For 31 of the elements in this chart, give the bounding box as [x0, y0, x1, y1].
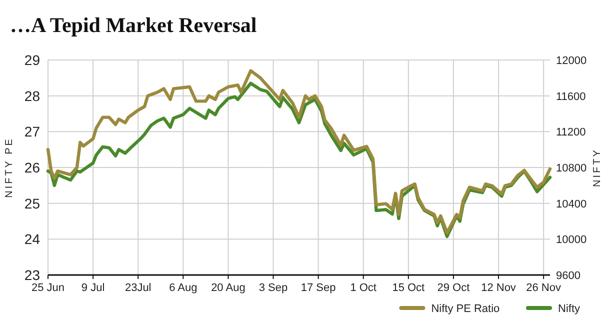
y-axis-title: NIFTY PE: [4, 137, 15, 198]
y-tick-label: 24: [24, 231, 40, 248]
legend-label: Nifty PE Ratio: [431, 303, 500, 315]
y2-tick-label: 12000: [556, 55, 587, 67]
legend-label: Nifty: [558, 303, 580, 315]
y-tick-label: 26: [24, 160, 40, 176]
x-tick-label: 12 Nov: [481, 282, 516, 294]
x-tick-label: 26 Nov: [526, 282, 562, 294]
x-tick-label: 15 Oct: [392, 282, 425, 294]
chart-title: …A Tepid Market Reversal: [10, 13, 257, 37]
x-tick-label: 23Jul: [124, 282, 152, 294]
y2-tick-label: 11600: [556, 90, 586, 103]
x-tick-label: 20 Aug: [211, 282, 246, 294]
x-tick-label: 29 Oct: [437, 282, 470, 294]
y2-tick-label: 11200: [556, 126, 586, 139]
y2-axis-title: NIFTY: [592, 148, 603, 187]
y-tick-label: 29: [24, 52, 40, 68]
y-tick-label: 23: [24, 267, 40, 283]
y2-tick-label: 9600: [556, 270, 580, 282]
x-tick-label: 3 Sep: [258, 282, 288, 294]
y2-tick-label: 10400: [556, 198, 587, 210]
y-tick-label: 25: [24, 195, 40, 212]
y2-tick-label: 10800: [556, 162, 587, 174]
x-tick-label: 1 Oct: [350, 282, 377, 294]
x-tick-label: 6 Aug: [169, 282, 198, 294]
y-tick-label: 27: [24, 124, 40, 140]
x-tick-label: 9 Jul: [81, 282, 105, 294]
x-tick-label: 17 Sep: [300, 282, 336, 294]
y-tick-label: 28: [24, 88, 40, 104]
x-tick-label: 25 Jun: [31, 282, 65, 294]
y2-tick-label: 10000: [556, 234, 587, 246]
